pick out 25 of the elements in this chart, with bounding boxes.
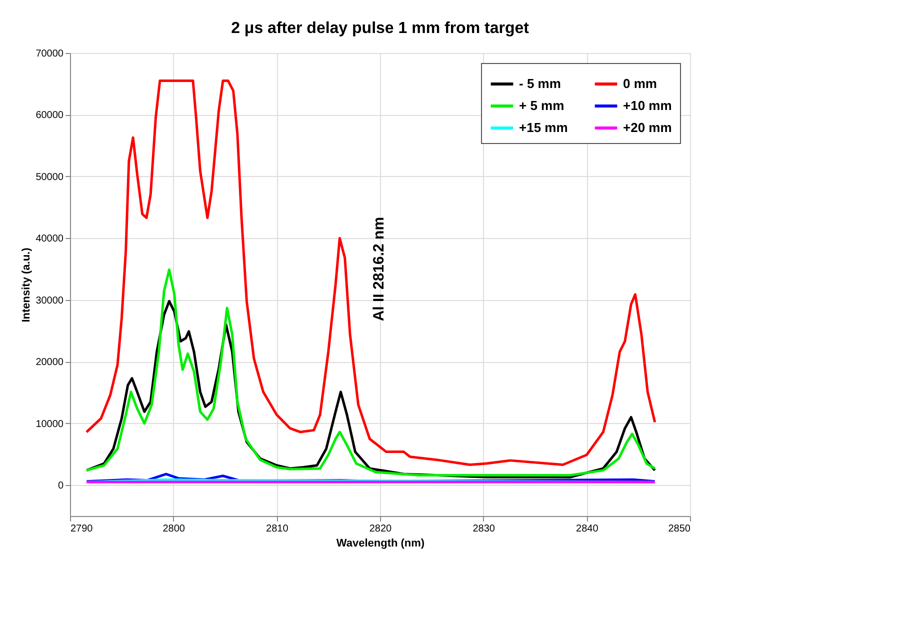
y-tick-label: 40000: [36, 234, 64, 245]
legend-label: + 5 mm: [519, 98, 564, 113]
y-tick-label: 20000: [36, 357, 64, 368]
x-tick-label: 2790: [70, 524, 94, 534]
legend-label: +10 mm: [623, 98, 672, 113]
x-tick-label: 2820: [369, 524, 392, 534]
x-tick-label: 2810: [266, 524, 289, 534]
x-tick-label: 2850: [668, 524, 691, 534]
x-tick-label: 2830: [472, 524, 496, 534]
chart-title: 2 μs after delay pulse 1 mm from target: [231, 20, 530, 37]
legend-label: 0 mm: [623, 76, 657, 91]
annotation: Al II 2816.2 nm: [370, 216, 388, 322]
y-tick-label: 50000: [36, 172, 64, 183]
y-tick-label: 30000: [36, 295, 64, 306]
x-tick-label: 2840: [576, 524, 599, 534]
x-tick-label: 2800: [162, 524, 186, 534]
y-tick-label: 60000: [36, 110, 64, 122]
x-axis-title: Wavelength (nm): [336, 538, 425, 550]
legend-label: +15 mm: [519, 120, 568, 135]
legend-label: - 5 mm: [519, 76, 561, 91]
legend-label: +20 mm: [623, 120, 672, 135]
y-tick-label: 0: [58, 480, 64, 492]
y-tick-label: 10000: [36, 418, 64, 430]
y-axis-title: Intensity (a.u.): [20, 247, 33, 322]
y-tick-label: 70000: [36, 48, 64, 60]
